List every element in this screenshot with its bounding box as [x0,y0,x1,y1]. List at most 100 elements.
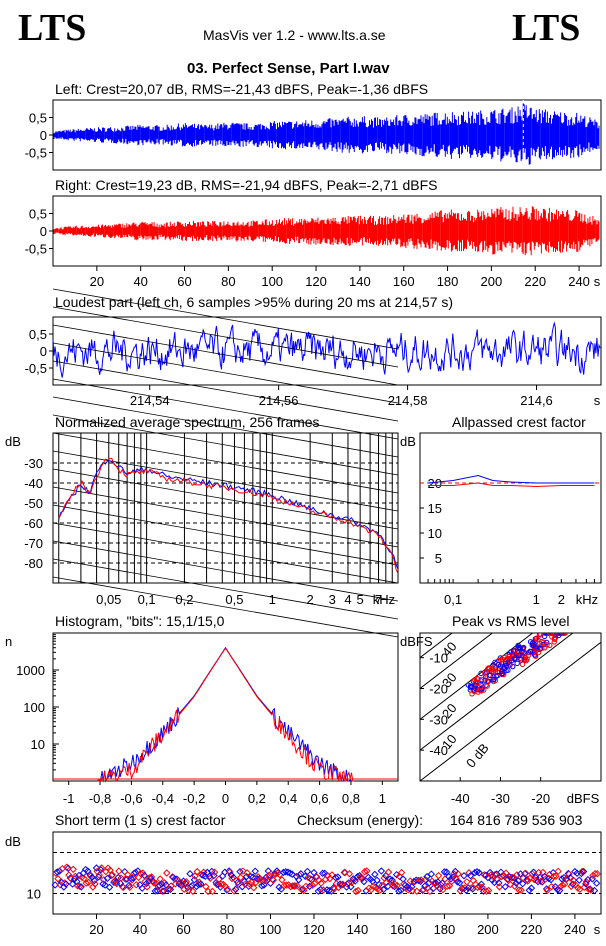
short-term-crest-point-right [108,871,117,879]
short-term-crest-point-right [508,873,517,882]
short-term-crest-point-right [82,879,90,887]
short-term-crest-point-left [284,868,292,876]
short-term-crest-point-left [323,886,331,894]
histogram-x-tick-label: -1 [63,791,75,806]
peak-vs-rms-point-right [551,633,558,636]
spectrum-slope-line [52,306,399,368]
histogram-y-label: n [5,634,12,649]
peak-vs-rms-point-right [535,649,542,656]
spectrum-x-tick-label: 0,2 [175,592,193,607]
waveform-right-series [53,206,600,256]
spectrum-frame [52,432,399,584]
histogram-x-tick-label: 0 [222,791,229,806]
peak-vs-rms-point-right [477,684,483,690]
short-term-crest-point-right [452,874,460,883]
loudest-part-series [52,321,601,378]
short-term-crest-point-left [92,864,101,872]
waveform-right-y-tick-label: 0 [40,224,47,239]
peak-vs-rms-point-left [514,660,520,667]
loudest-part-y-tick-label: -0,5 [25,361,47,376]
waveform-right-x-tick-label: 200 [481,274,503,289]
short-term-crest-point-left [473,868,481,876]
short-term-crest-point-left [190,876,199,884]
short-term-crest-point-left [288,870,296,878]
short-term-crest-point-left [197,880,205,888]
peak-vs-rms-point-left [537,633,543,637]
short-term-crest-point-right [117,874,125,882]
short-term-crest-point-left [131,868,140,877]
waveform-left-y-tick-label: 0,5 [29,111,47,126]
short-term-crest-point-left [462,886,470,894]
peak-vs-rms-point-right [560,633,566,636]
brand-logo-left: LTS [18,7,87,49]
peak-vs-rms-point-right [484,679,491,685]
peak-vs-rms-point-left [505,660,511,666]
short-term-crest-point-right [493,875,501,884]
peak-vs-rms-y-tick-label: -10 [429,651,448,666]
short-term-crest-point-right [308,881,317,889]
short-term-crest-x-unit: s [594,922,601,937]
peak-vs-rms-point-right [538,633,544,638]
histogram-x-tick-label: 0,2 [248,791,266,806]
peak-vs-rms-y-tick-label: -30 [429,712,448,727]
waveform-right-title: Right: Crest=19,23 dB, RMS=-21,94 dBFS, … [55,177,438,193]
peak-vs-rms-y-tick-label: -40 [429,743,448,758]
short-term-crest-point-right [352,887,360,896]
allpassed-crest-y-tick-label: 5 [435,551,442,566]
short-term-crest-point-right [541,875,549,884]
spectrum-x-unit: kHz [373,592,395,607]
allpassed-crest-title: Allpassed crest factor [452,414,586,430]
short-term-crest-point-right [447,877,456,886]
short-term-crest-point-right [76,882,84,891]
peak-vs-rms-frame [419,632,602,782]
short-term-crest-point-left [140,871,149,880]
peak-vs-rms-crest-line [420,633,534,720]
peak-vs-rms-x-tick-label: -40 [451,791,470,806]
short-term-crest-point-right [563,875,571,883]
app-title: MasVis ver 1.2 - www.lts.a.se [203,27,386,43]
short-term-crest-point-left [377,867,386,875]
histogram-y-tick-label: 1000 [16,663,45,678]
short-term-crest-point-left [103,874,112,883]
short-term-crest-point-right [463,878,471,886]
short-term-crest-point-right [215,875,223,883]
short-term-crest-point-left [551,883,560,891]
short-term-crest-point-right [558,881,567,889]
peak-vs-rms-point-right [479,676,485,683]
short-term-crest-point-left [75,871,83,880]
spectrum-slope-line [52,504,399,566]
peak-vs-rms-point-right [548,633,555,636]
spectrum-frame-overlay [52,432,399,584]
short-term-crest-point-left [523,875,531,884]
short-term-crest-point-right [69,865,77,874]
short-term-crest-point-right [560,880,569,888]
short-term-crest-point-right [476,883,484,891]
short-term-crest-point-left [347,883,355,891]
short-term-crest-point-left [186,870,194,878]
short-term-crest-point-left [432,879,440,887]
short-term-crest-point-left [55,867,64,875]
peak-vs-rms-point-left [472,682,479,688]
allpassed-crest-x-tick-label: 2 [558,592,565,607]
peak-vs-rms-crest-line [420,633,574,751]
short-term-crest-point-right [234,880,243,889]
spectrum-slope-line [52,558,399,620]
peak-vs-rms-point-left [528,648,534,655]
short-term-crest-x-tick-label: 220 [521,922,543,937]
short-term-crest-x-tick-label: 180 [434,922,456,937]
waveform-right-x-tick-label: 40 [133,274,147,289]
short-term-crest-point-right [126,883,134,892]
short-term-crest-point-right [354,886,362,895]
short-term-crest-x-tick-label: 20 [89,922,103,937]
spectrum-y-tick-label: -60 [24,516,43,531]
peak-vs-rms-point-left [487,672,493,679]
short-term-crest-point-left [158,880,166,888]
short-term-crest-point-left [475,869,483,877]
peak-vs-rms-point-left [556,633,562,636]
short-term-crest-point-right [236,873,245,882]
short-term-crest-title: Short term (1 s) crest factor [55,812,226,828]
histogram-x-tick-label: 0,8 [342,791,360,806]
peak-vs-rms-title: Peak vs RMS level [452,613,570,629]
short-term-crest-point-left [127,874,135,883]
